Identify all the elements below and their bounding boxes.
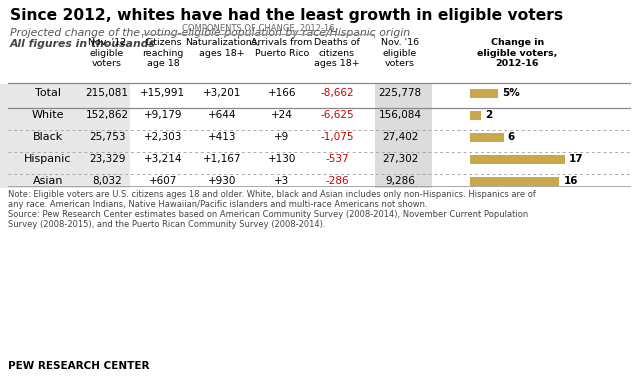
- Text: All figures in thousands: All figures in thousands: [10, 39, 156, 49]
- Text: Citizens
reaching
age 18: Citizens reaching age 18: [142, 38, 184, 69]
- Text: 156,084: 156,084: [378, 110, 422, 120]
- Text: -286: -286: [325, 176, 349, 186]
- Text: -1,075: -1,075: [320, 132, 354, 142]
- Text: 25,753: 25,753: [89, 132, 125, 142]
- Text: +15,991: +15,991: [140, 88, 186, 98]
- Text: 6: 6: [508, 132, 515, 142]
- Text: +930: +930: [208, 176, 236, 186]
- Text: Source: Pew Research Center estimates based on American Community Survey (2008-2: Source: Pew Research Center estimates ba…: [8, 210, 528, 219]
- Text: Deaths of
citizens
ages 18+: Deaths of citizens ages 18+: [314, 38, 360, 69]
- Bar: [0, 84, 130, 188]
- Text: +413: +413: [208, 132, 236, 142]
- Text: Black: Black: [33, 132, 63, 142]
- Text: Total: Total: [35, 88, 61, 98]
- Text: 2: 2: [485, 110, 492, 120]
- Bar: [470, 89, 498, 98]
- Text: Note: Eligible voters are U.S. citizens ages 18 and older. White, black and Asia: Note: Eligible voters are U.S. citizens …: [8, 190, 536, 199]
- Text: +9: +9: [275, 132, 290, 142]
- Text: Arrivals from
Puerto Rico: Arrivals from Puerto Rico: [252, 38, 312, 58]
- Text: Hispanic: Hispanic: [24, 154, 72, 164]
- Text: -8,662: -8,662: [320, 88, 354, 98]
- Text: 215,081: 215,081: [86, 88, 129, 98]
- Bar: [375, 84, 432, 188]
- Text: Change in
eligible voters,
2012-16: Change in eligible voters, 2012-16: [477, 38, 557, 69]
- Text: 27,402: 27,402: [382, 132, 418, 142]
- Text: +2,303: +2,303: [144, 132, 182, 142]
- Text: White: White: [32, 110, 64, 120]
- Text: 16: 16: [563, 176, 578, 186]
- Text: PEW RESEARCH CENTER: PEW RESEARCH CENTER: [8, 361, 150, 371]
- Text: 8,032: 8,032: [92, 176, 122, 186]
- Text: 152,862: 152,862: [85, 110, 129, 120]
- Text: any race. American Indians, Native Hawaiian/Pacific islanders and multi-race Ame: any race. American Indians, Native Hawai…: [8, 200, 428, 209]
- Text: 17: 17: [569, 154, 584, 164]
- Text: +3: +3: [275, 176, 290, 186]
- Text: 9,286: 9,286: [385, 176, 415, 186]
- Text: Nov. '12
eligible
voters: Nov. '12 eligible voters: [88, 38, 126, 69]
- Text: +24: +24: [271, 110, 293, 120]
- Text: +166: +166: [268, 88, 296, 98]
- Text: 225,778: 225,778: [378, 88, 422, 98]
- Text: +1,167: +1,167: [203, 154, 241, 164]
- Bar: [470, 155, 565, 164]
- Text: +3,201: +3,201: [203, 88, 241, 98]
- Text: Naturalizations,
ages 18+: Naturalizations, ages 18+: [184, 38, 259, 58]
- Bar: [470, 111, 481, 120]
- Text: Since 2012, whites have had the least growth in eligible voters: Since 2012, whites have had the least gr…: [10, 8, 563, 23]
- Text: 23,329: 23,329: [89, 154, 125, 164]
- Text: 27,302: 27,302: [382, 154, 418, 164]
- Text: -537: -537: [325, 154, 349, 164]
- Text: -6,625: -6,625: [320, 110, 354, 120]
- Text: +644: +644: [208, 110, 236, 120]
- Text: +3,214: +3,214: [144, 154, 182, 164]
- Text: Projected change of the voting-eligible population by race/Hispanic origin: Projected change of the voting-eligible …: [10, 28, 410, 38]
- Bar: [470, 177, 559, 186]
- Text: Asian: Asian: [33, 176, 63, 186]
- Text: Survey (2008-2015), and the Puerto Rican Community Survey (2008-2014).: Survey (2008-2015), and the Puerto Rican…: [8, 220, 326, 229]
- Text: +607: +607: [149, 176, 177, 186]
- Text: COMPONENTS OF CHANGE, 2012-16: COMPONENTS OF CHANGE, 2012-16: [182, 24, 334, 33]
- Text: +9,179: +9,179: [144, 110, 182, 120]
- Text: +130: +130: [268, 154, 296, 164]
- Text: Nov. '16
eligible
voters: Nov. '16 eligible voters: [381, 38, 419, 69]
- Text: 5%: 5%: [502, 88, 520, 98]
- Bar: [470, 133, 504, 142]
